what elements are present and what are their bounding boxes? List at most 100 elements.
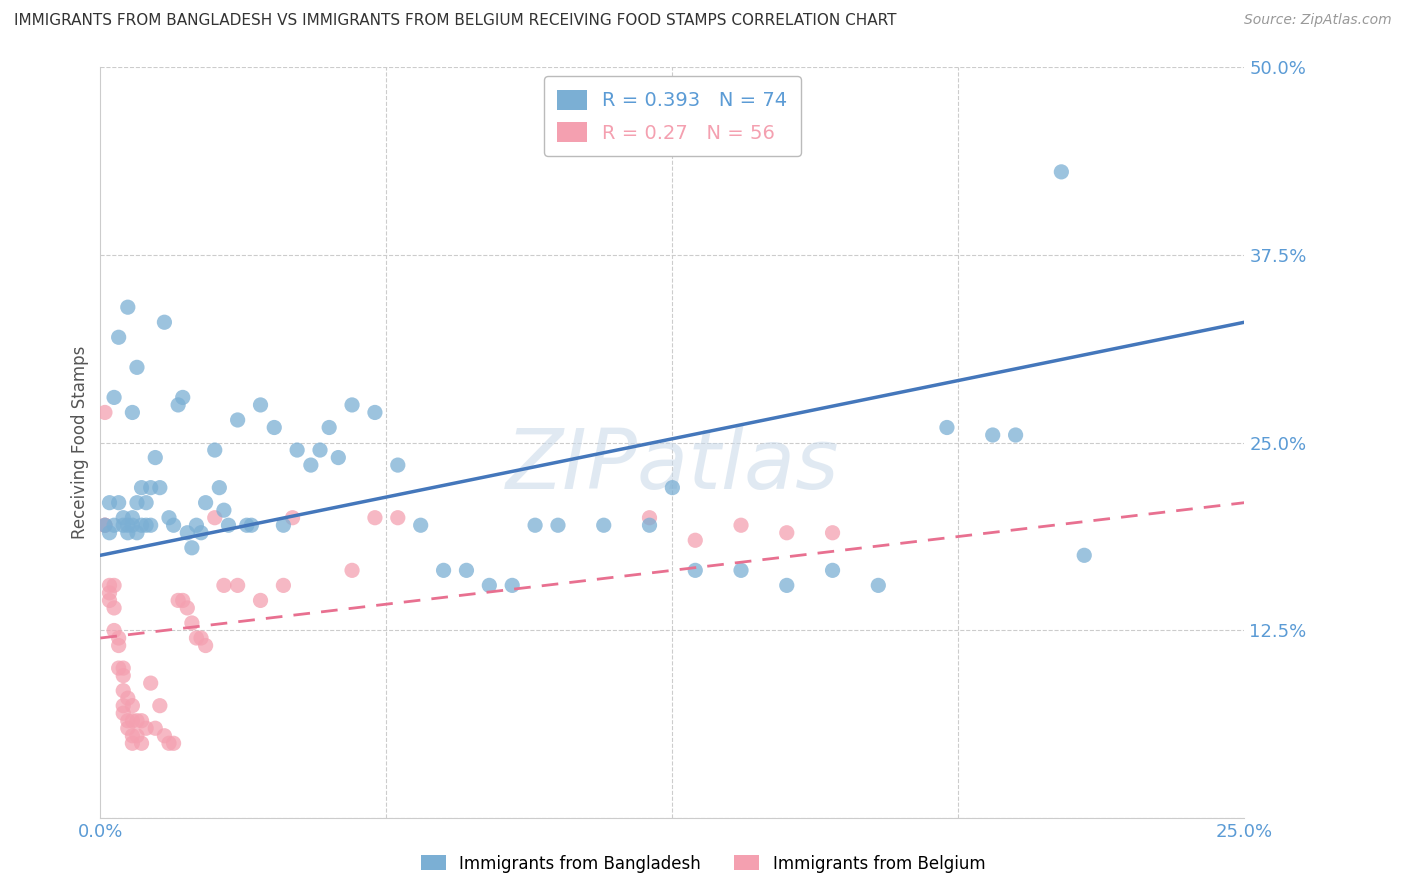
Point	[121, 698, 143, 713]
Point	[117, 714, 139, 728]
Point	[501, 578, 523, 592]
Point	[176, 525, 198, 540]
Point	[524, 518, 547, 533]
Point	[176, 601, 198, 615]
Point	[821, 525, 844, 540]
Point	[157, 736, 180, 750]
Point	[112, 518, 135, 533]
Point	[186, 631, 208, 645]
Point	[112, 668, 135, 682]
Point	[281, 510, 304, 524]
Point	[153, 315, 176, 329]
Point	[683, 533, 706, 548]
Point	[364, 405, 387, 419]
Point	[1004, 428, 1026, 442]
Point	[117, 300, 139, 314]
Point	[135, 496, 157, 510]
Point	[103, 518, 125, 533]
Point	[107, 330, 129, 344]
Point	[107, 631, 129, 645]
Point	[98, 525, 121, 540]
Text: IMMIGRANTS FROM BANGLADESH VS IMMIGRANTS FROM BELGIUM RECEIVING FOOD STAMPS CORR: IMMIGRANTS FROM BANGLADESH VS IMMIGRANTS…	[14, 13, 897, 29]
Point	[98, 593, 121, 607]
Point	[180, 541, 202, 555]
Point	[592, 518, 614, 533]
Point	[240, 518, 263, 533]
Point	[112, 510, 135, 524]
Point	[98, 578, 121, 592]
Point	[125, 525, 148, 540]
Point	[776, 578, 799, 592]
Point	[194, 639, 217, 653]
Point	[135, 721, 157, 735]
Point	[683, 563, 706, 577]
Point	[409, 518, 432, 533]
Point	[299, 458, 322, 472]
Point	[309, 443, 332, 458]
Y-axis label: Receiving Food Stamps: Receiving Food Stamps	[72, 346, 89, 540]
Point	[167, 398, 190, 412]
Point	[162, 736, 184, 750]
Point	[1073, 549, 1095, 563]
Point	[139, 481, 162, 495]
Point	[730, 518, 752, 533]
Point	[143, 721, 166, 735]
Point	[285, 443, 308, 458]
Point	[121, 405, 143, 419]
Point	[204, 510, 226, 524]
Point	[112, 683, 135, 698]
Point	[112, 698, 135, 713]
Point	[103, 391, 125, 405]
Point	[103, 578, 125, 592]
Point	[638, 518, 661, 533]
Point	[149, 698, 172, 713]
Point	[478, 578, 501, 592]
Point	[1050, 165, 1073, 179]
Point	[190, 525, 212, 540]
Point	[107, 496, 129, 510]
Point	[112, 706, 135, 721]
Point	[273, 578, 295, 592]
Point	[121, 736, 143, 750]
Point	[153, 729, 176, 743]
Point	[117, 525, 139, 540]
Point	[94, 518, 117, 533]
Point	[94, 405, 117, 419]
Point	[190, 631, 212, 645]
Point	[125, 496, 148, 510]
Point	[456, 563, 478, 577]
Point	[340, 563, 363, 577]
Point	[157, 510, 180, 524]
Point	[121, 518, 143, 533]
Point	[117, 721, 139, 735]
Point	[135, 518, 157, 533]
Point	[167, 593, 190, 607]
Point	[143, 450, 166, 465]
Point	[103, 624, 125, 638]
Point	[212, 503, 235, 517]
Legend: R = 0.393   N = 74, R = 0.27   N = 56: R = 0.393 N = 74, R = 0.27 N = 56	[544, 77, 801, 156]
Legend: Immigrants from Bangladesh, Immigrants from Belgium: Immigrants from Bangladesh, Immigrants f…	[415, 848, 991, 880]
Point	[226, 413, 249, 427]
Point	[364, 510, 387, 524]
Point	[273, 518, 295, 533]
Point	[208, 481, 231, 495]
Point	[107, 661, 129, 675]
Point	[131, 736, 153, 750]
Point	[103, 601, 125, 615]
Point	[172, 593, 194, 607]
Point	[318, 420, 340, 434]
Point	[131, 481, 153, 495]
Point	[107, 639, 129, 653]
Point	[661, 481, 683, 495]
Point	[226, 578, 249, 592]
Point	[186, 518, 208, 533]
Point	[204, 443, 226, 458]
Point	[131, 714, 153, 728]
Point	[387, 510, 409, 524]
Point	[868, 578, 890, 592]
Point	[125, 360, 148, 375]
Point	[94, 518, 117, 533]
Point	[236, 518, 259, 533]
Point	[112, 661, 135, 675]
